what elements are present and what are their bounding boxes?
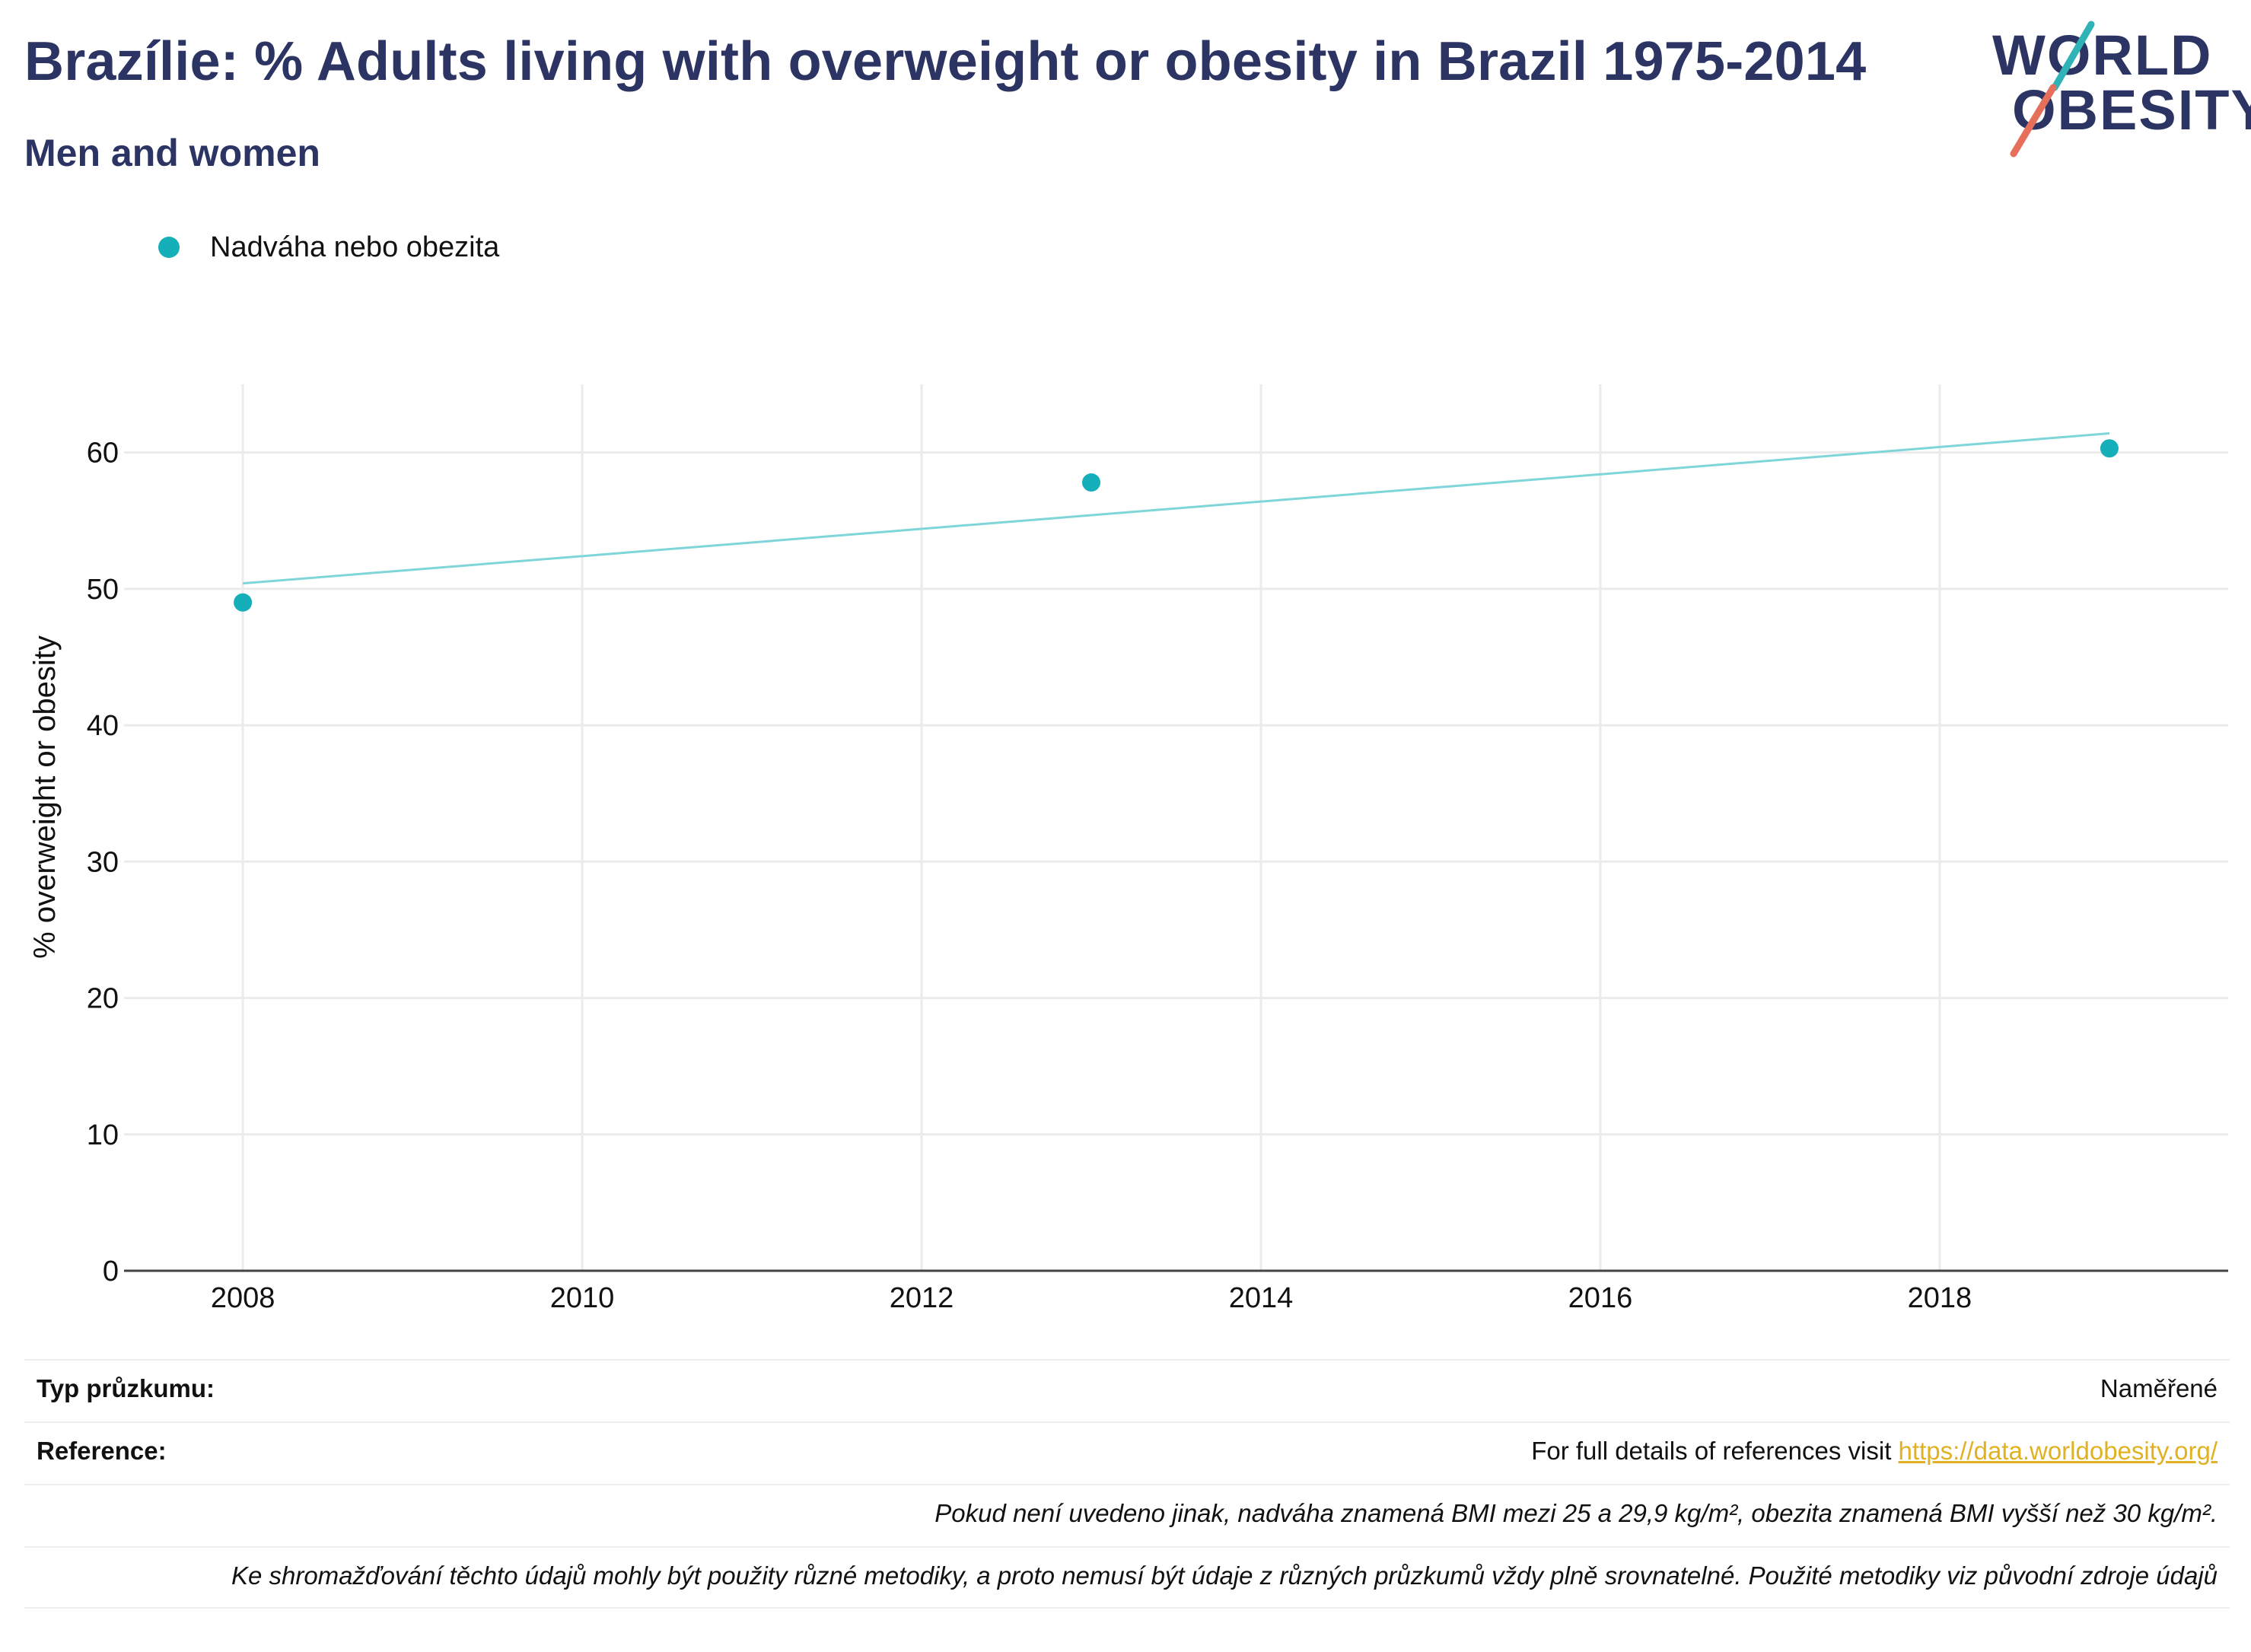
reference-text: For full details of references visit [1531, 1437, 1899, 1465]
page-title: Brazílie: % Adults living with overweigh… [24, 31, 1867, 92]
x-tick-label: 2012 [890, 1282, 954, 1309]
world-obesity-logo: WORLD OBESITY [1979, 15, 2251, 167]
info-row-survey-type: Typ průzkumu: Naměřené [24, 1359, 2230, 1421]
y-tick-label: 30 [87, 846, 119, 878]
chart-legend[interactable]: Nadváha nebo obezita [158, 228, 499, 266]
y-tick-label: 60 [87, 438, 119, 469]
info-row-reference: Reference: For full details of reference… [24, 1421, 2230, 1484]
info-row-bmi-note: Pokud není uvedeno jinak, nadváha znamen… [24, 1484, 2230, 1546]
x-tick-label: 2018 [1908, 1282, 1972, 1309]
data-point [2100, 439, 2119, 458]
reference-label: Reference: [37, 1437, 167, 1465]
legend-marker [158, 237, 180, 258]
survey-type-label: Typ průzkumu: [37, 1374, 215, 1402]
x-tick-label: 2010 [550, 1282, 615, 1309]
info-row-methodology-note: Ke shromažďování těchto údajů mohly být … [24, 1546, 2230, 1609]
page-subtitle: Men and women [24, 132, 320, 174]
methodology-note: Ke shromažďování těchto údajů mohly být … [231, 1561, 2218, 1590]
logo-coral-slash [2010, 84, 2057, 158]
y-tick-label: 10 [87, 1119, 119, 1151]
bmi-definition-note: Pokud není uvedeno jinak, nadváha znamen… [934, 1499, 2218, 1527]
world-obesity-logo-graphic: WORLD OBESITY [1992, 21, 2251, 158]
info-table: Typ průzkumu: Naměřené Reference: For fu… [24, 1359, 2230, 1609]
y-tick-label: 20 [87, 983, 119, 1015]
x-tick-label: 2016 [1568, 1282, 1633, 1309]
x-tick-label: 2008 [211, 1282, 275, 1309]
reference-link[interactable]: https://data.worldobesity.org/ [1898, 1437, 2218, 1465]
logo-teal-slash [2051, 21, 2095, 91]
x-tick-label: 2014 [1229, 1282, 1294, 1309]
reference-value: For full details of references visit htt… [1531, 1437, 2218, 1466]
legend-label: Nadváha nebo obezita [210, 231, 500, 263]
survey-type-value: Naměřené [2100, 1374, 2218, 1402]
y-tick-label: 40 [87, 710, 119, 742]
logo-line1: WORLD [1992, 24, 2213, 87]
scatter-chart: 2008 2010 2012 2014 2016 2018 0 10 20 30 40 50 60 % o… [28, 384, 2228, 1309]
y-axis-label: % overweight or obesity [28, 635, 62, 959]
data-point [1082, 473, 1101, 492]
y-tick-label: 0 [103, 1256, 119, 1288]
data-point [234, 593, 253, 612]
trendline [242, 432, 2110, 585]
y-tick-label: 50 [87, 574, 119, 606]
